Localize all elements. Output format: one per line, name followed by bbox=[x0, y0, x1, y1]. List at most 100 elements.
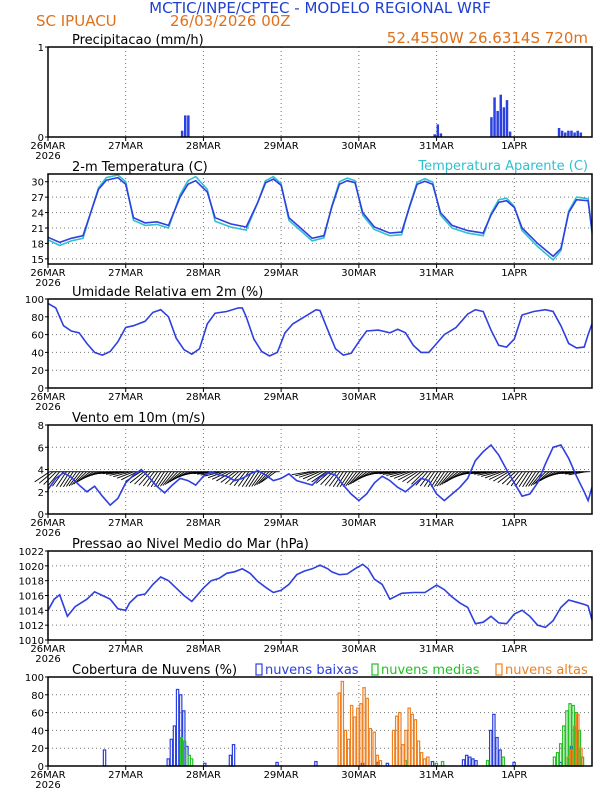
x-tick-label: 30MAR bbox=[341, 518, 376, 529]
y-tick-label: 1016 bbox=[19, 592, 44, 603]
wind-barb bbox=[393, 471, 411, 479]
wind-barb bbox=[518, 471, 530, 488]
header-coordinates: 52.4550W 26.6314S 720m bbox=[387, 29, 588, 47]
x-tick-label: 26MAR bbox=[30, 141, 65, 152]
y-tick-label: 2 bbox=[38, 488, 44, 499]
x-tick-label: 1APR bbox=[501, 770, 527, 781]
x-tick-year: 2026 bbox=[35, 402, 60, 413]
wind-barb bbox=[59, 471, 71, 488]
y-tick-label: 100 bbox=[25, 673, 44, 684]
wind-barb bbox=[109, 471, 128, 476]
x-tick-label: 30MAR bbox=[341, 770, 376, 781]
cloud-bar-2 bbox=[398, 711, 402, 767]
wind-barb bbox=[481, 471, 499, 477]
wind-barb bbox=[295, 471, 313, 477]
wind-barb bbox=[229, 471, 243, 486]
cloud-bar-0 bbox=[461, 759, 466, 767]
wind-barb bbox=[473, 471, 492, 475]
wind-barb bbox=[157, 471, 169, 487]
cloud-bar-0 bbox=[166, 758, 171, 767]
y-tick-label: 21 bbox=[31, 224, 44, 235]
cloud-bar-2 bbox=[413, 719, 418, 767]
wind-barb bbox=[423, 471, 435, 487]
cloud-bar-1 bbox=[189, 758, 194, 767]
x-tick-label: 27MAR bbox=[108, 770, 143, 781]
panel-title: Vento em 10m (m/s) bbox=[72, 411, 205, 426]
cloud-bar-2 bbox=[346, 738, 351, 767]
y-tick-label: 0 bbox=[38, 133, 44, 144]
cloud-bar-2 bbox=[426, 756, 430, 767]
x-tick-label: 26MAR bbox=[30, 770, 65, 781]
cloud-bar-2 bbox=[416, 740, 421, 767]
precip-bar bbox=[570, 130, 573, 137]
x-tick-label: 1APR bbox=[501, 392, 527, 403]
cloud-bar-2 bbox=[419, 752, 424, 767]
precip-bar bbox=[499, 94, 503, 137]
cloud-bar-1 bbox=[555, 752, 560, 767]
x-tick-label: 1APR bbox=[501, 141, 527, 152]
x-tick-label: 27MAR bbox=[108, 268, 143, 279]
wind-barb bbox=[105, 471, 124, 475]
x-tick-label: 27MAR bbox=[108, 392, 143, 403]
x-tick-label: 31MAR bbox=[419, 392, 454, 403]
y-tick-label: 60 bbox=[31, 331, 44, 342]
cloud-bar-1 bbox=[485, 760, 490, 767]
wind-barb bbox=[565, 471, 583, 475]
wind-barb bbox=[43, 471, 57, 485]
precip-bar bbox=[573, 132, 576, 137]
panel-frame bbox=[47, 424, 593, 515]
wind-barb bbox=[386, 471, 405, 476]
x-tick-year: 2026 bbox=[35, 654, 60, 665]
precip-bar bbox=[567, 130, 570, 137]
y-tick-label: 20 bbox=[31, 744, 44, 755]
cloud-bar-0 bbox=[464, 754, 469, 767]
wind-barb bbox=[568, 471, 587, 476]
precip-bar bbox=[502, 107, 506, 137]
precip-bar bbox=[564, 132, 567, 137]
y-tick-label: 0 bbox=[38, 384, 44, 395]
panel-frame bbox=[47, 298, 593, 389]
wind-barb bbox=[439, 471, 452, 486]
wind-barb bbox=[345, 471, 358, 487]
y-tick-label: 6 bbox=[38, 443, 44, 454]
x-tick-label: 31MAR bbox=[419, 268, 454, 279]
wind-barb bbox=[248, 471, 260, 487]
cloud-bar-2 bbox=[368, 728, 373, 767]
y-tick-label: 100 bbox=[25, 295, 44, 306]
wind-barb bbox=[78, 471, 94, 482]
x-tick-label: 26MAR bbox=[30, 392, 65, 403]
x-tick-label: 30MAR bbox=[341, 268, 376, 279]
y-tick-label: 60 bbox=[31, 709, 44, 720]
x-tick-label: 27MAR bbox=[108, 141, 143, 152]
cloud-bar-1 bbox=[562, 725, 566, 767]
series-line-1 bbox=[47, 174, 593, 262]
wind-barb bbox=[302, 471, 320, 480]
panel-title: Pressao ao Nivel Medio do Mar (hPa) bbox=[72, 537, 309, 552]
y-tick-label: 0 bbox=[38, 510, 44, 521]
legend-apparent: Temperatura Aparente (C) bbox=[417, 159, 588, 174]
panel-frame bbox=[47, 550, 593, 641]
precip-bar bbox=[433, 134, 436, 137]
x-tick-label: 26MAR bbox=[30, 268, 65, 279]
y-tick-label: 8 bbox=[38, 421, 44, 432]
x-tick-label: 28MAR bbox=[186, 141, 221, 152]
precip-bar bbox=[508, 131, 512, 137]
wind-barb bbox=[256, 471, 270, 486]
wind-barb bbox=[522, 471, 533, 488]
x-tick-label: 29MAR bbox=[264, 518, 299, 529]
wind-barb bbox=[501, 471, 516, 485]
y-tick-label: 1014 bbox=[19, 606, 44, 617]
y-tick-label: 15 bbox=[31, 255, 44, 266]
wind-barb bbox=[484, 471, 503, 479]
x-tick-label: 29MAR bbox=[264, 141, 299, 152]
wind-barb bbox=[379, 471, 398, 475]
wind-barb bbox=[402, 471, 418, 482]
cloud-bar-0 bbox=[175, 688, 180, 767]
cloud-bar-2 bbox=[343, 729, 348, 767]
wind-barb bbox=[68, 471, 81, 487]
y-tick-label: 80 bbox=[31, 313, 44, 324]
wind-barb bbox=[251, 471, 263, 487]
y-tick-label: 27 bbox=[31, 193, 44, 204]
